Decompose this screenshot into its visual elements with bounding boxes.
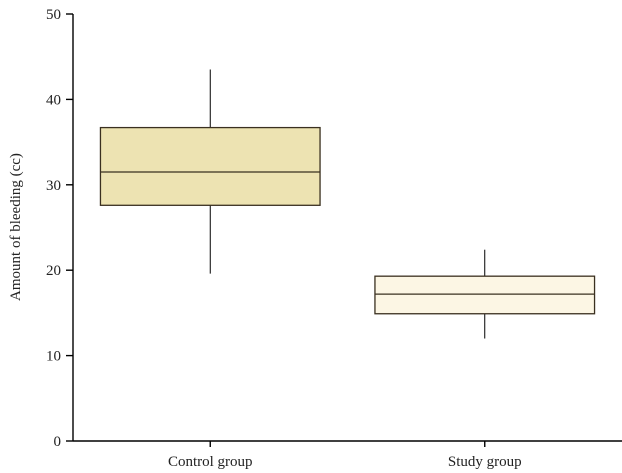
y-axis: 0 10 20 30 40 50	[46, 7, 74, 450]
y-axis-title: Amount of bleeding (cc)	[8, 153, 24, 301]
y-tick-label: 40	[46, 92, 61, 108]
y-tick-label: 30	[46, 178, 61, 194]
y-tick-label: 0	[54, 434, 62, 450]
x-tick-label: Control group	[168, 454, 253, 470]
box-study-group	[374, 249, 596, 339]
boxes	[99, 69, 596, 339]
iqr-box	[374, 275, 596, 315]
y-tick-label: 10	[46, 349, 61, 365]
y-tick-label: 20	[46, 263, 61, 279]
x-axis: Control group Study group	[73, 440, 622, 470]
x-tick-label: Study group	[448, 454, 522, 470]
iqr-box	[99, 126, 321, 206]
y-tick-label: 50	[46, 7, 61, 23]
box-control-group	[99, 69, 321, 274]
